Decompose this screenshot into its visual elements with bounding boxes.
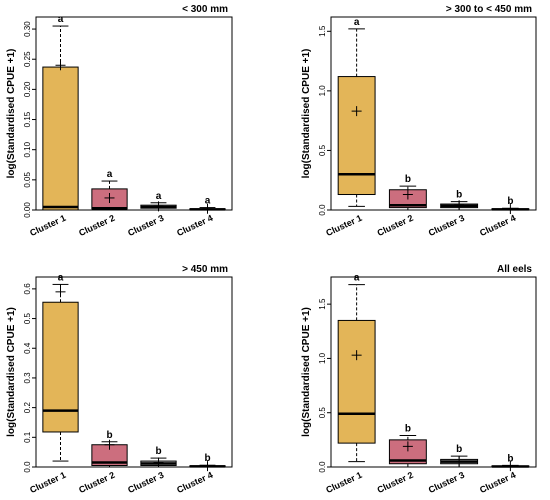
y-tick-label: 0.2: [23, 402, 32, 414]
x-tick-label: Cluster 4: [175, 470, 214, 495]
plot-frame: [330, 276, 537, 468]
y-tick-label: 0.20: [23, 81, 32, 97]
y-tick-label: 1.5: [318, 25, 327, 37]
x-tick-label: Cluster 1: [28, 213, 67, 238]
significance-letter: b: [507, 453, 513, 464]
panel-3: > 450 mm 0.0 0.1 0.2 0.3 0.4 0.5 0.6 log(Standar…: [6, 264, 233, 495]
y-tick-label: 0.5: [23, 312, 32, 324]
significance-letter: a: [354, 17, 360, 28]
box-2: b Cluster 2: [77, 430, 128, 495]
y-tick-label: 1.5: [318, 298, 327, 310]
box-body: [42, 66, 79, 211]
significance-letter: b: [405, 174, 411, 185]
significance-letter: b: [155, 446, 161, 457]
box-body: [337, 76, 376, 196]
y-tick-label: 0.5: [318, 144, 327, 156]
box-4: b Cluster 4: [478, 196, 530, 238]
x-tick-label: Cluster 2: [77, 470, 116, 495]
y-tick-label: 0.00: [23, 202, 32, 218]
y-axis-label: log(Standardised CPUE +1): [301, 307, 312, 437]
y-axis-label: log(Standardised CPUE +1): [6, 307, 17, 437]
box-4: b Cluster 4: [175, 453, 226, 495]
box-body: [337, 319, 376, 444]
significance-letter: b: [456, 190, 462, 201]
significance-letter: b: [204, 453, 210, 464]
x-tick-label: Cluster 4: [478, 470, 517, 495]
x-tick-label: Cluster 2: [376, 213, 415, 238]
panel-1: < 300 mm 0.00 0.05 0.10 0.15 0.20 0.25 0.30 log(…: [6, 4, 233, 238]
x-tick-label: Cluster 1: [324, 213, 363, 238]
box-body: [388, 439, 427, 465]
box-3: b Cluster 3: [126, 446, 177, 495]
y-tick-label: 0.30: [23, 21, 32, 37]
y-tick-label: 0.1: [23, 431, 32, 443]
box-1: a Cluster 1: [28, 272, 79, 495]
y-tick-label: 1.0: [318, 352, 327, 364]
y-tick-label: 0.0: [318, 461, 327, 473]
box-4: b Cluster 4: [478, 453, 530, 495]
box-4: a Cluster 4: [175, 196, 226, 238]
box-2: b Cluster 2: [376, 174, 427, 238]
y-tick-label: 0.6: [23, 283, 32, 295]
y-tick-label: 0.5: [318, 407, 327, 419]
y-tick-label: 1.0: [318, 85, 327, 97]
box-1: a Cluster 1: [324, 17, 376, 238]
x-tick-label: Cluster 4: [478, 213, 517, 238]
significance-letter: a: [58, 272, 64, 283]
significance-letter: a: [354, 273, 360, 284]
x-tick-label: Cluster 3: [427, 213, 466, 238]
x-tick-label: Cluster 4: [175, 213, 214, 238]
box-3: a Cluster 3: [126, 191, 177, 238]
significance-letter: a: [107, 169, 113, 180]
significance-letter: a: [58, 14, 64, 25]
box-3: b Cluster 3: [427, 190, 479, 238]
y-axis-label: log(Standardised CPUE +1): [6, 49, 17, 179]
box-2: b Cluster 2: [376, 424, 427, 495]
y-tick-label: 0.05: [23, 172, 32, 188]
y-tick-label: 0.10: [23, 141, 32, 157]
box-1: a Cluster 1: [28, 14, 79, 238]
significance-letter: a: [205, 196, 211, 207]
x-tick-label: Cluster 1: [28, 470, 67, 495]
x-tick-label: Cluster 2: [376, 470, 415, 495]
y-tick-label: 0.15: [23, 111, 32, 127]
y-tick-label: 0.0: [318, 204, 327, 216]
significance-letter: b: [456, 444, 462, 455]
box-1: a Cluster 1: [324, 273, 376, 495]
panel-title: > 450 mm: [182, 264, 228, 275]
significance-letter: a: [156, 191, 162, 202]
y-tick-label: 0.4: [23, 342, 32, 354]
panel-title: < 300 mm: [182, 4, 228, 15]
box-2: a Cluster 2: [77, 169, 128, 238]
x-tick-label: Cluster 2: [77, 213, 116, 238]
plot-frame: [35, 276, 233, 468]
plot-frame: [35, 16, 233, 211]
panel-4: All eels 0.0 0.5 1.0 1.5 log(Standardised CPU…: [301, 264, 537, 495]
significance-letter: b: [405, 424, 411, 435]
significance-letter: b: [106, 430, 112, 441]
x-tick-label: Cluster 1: [324, 470, 363, 495]
box-3: b Cluster 3: [427, 444, 479, 495]
panel-2: > 300 to < 450 mm 0.0 0.5 1.0 1.5 log(Standar…: [301, 4, 537, 238]
x-tick-label: Cluster 3: [427, 470, 466, 495]
x-tick-label: Cluster 3: [126, 470, 165, 495]
box-body: [42, 301, 79, 433]
y-tick-label: 0.25: [23, 51, 32, 67]
y-axis-label: log(Standardised CPUE +1): [301, 49, 312, 179]
y-tick-label: 0.3: [23, 372, 32, 384]
panel-title: > 300 to < 450 mm: [446, 4, 532, 15]
y-tick-label: 0.0: [23, 461, 32, 473]
x-tick-label: Cluster 3: [126, 213, 165, 238]
significance-letter: b: [507, 196, 513, 207]
plot-frame: [330, 16, 537, 211]
panel-title: All eels: [497, 264, 532, 275]
